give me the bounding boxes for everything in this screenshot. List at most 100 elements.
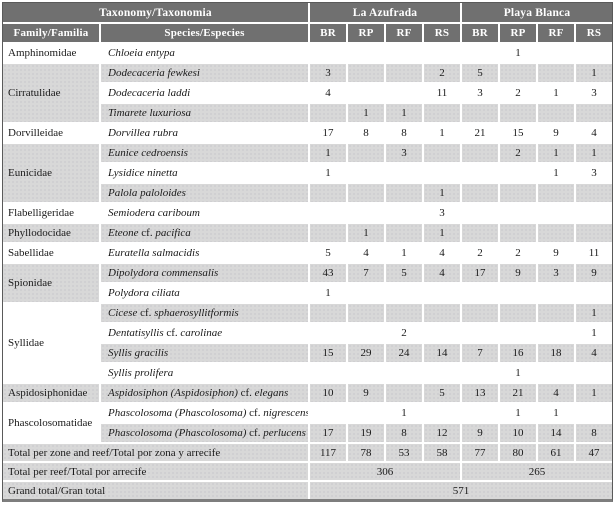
count-cell: 1	[384, 242, 423, 262]
count-cell: 8	[384, 122, 423, 142]
count-cell: 14	[422, 342, 461, 362]
count-cell	[346, 182, 385, 202]
count-cell	[536, 302, 575, 322]
species-cell: Eunice cedroensis	[99, 142, 309, 162]
species-row: Amphinomidae Chloeia entypa 1	[3, 42, 613, 62]
count-cell	[308, 302, 347, 322]
count-cell	[574, 202, 613, 222]
taxonomy-header: Taxonomy/Taxonomia	[3, 3, 309, 22]
count-cell	[460, 362, 499, 382]
count-cell: 1	[536, 142, 575, 162]
count-cell	[346, 162, 385, 182]
count-cell	[308, 102, 347, 122]
count-cell: 17	[308, 122, 347, 142]
count-cell	[422, 322, 461, 342]
count-cell: 1	[384, 102, 423, 122]
count-cell: 5	[460, 62, 499, 82]
species-row: Syllis prolifera 1	[3, 362, 613, 382]
count-cell: 10	[308, 382, 347, 402]
zone-column-header: RS	[422, 22, 461, 42]
count-cell	[460, 302, 499, 322]
count-cell	[384, 162, 423, 182]
count-cell: 9	[536, 242, 575, 262]
taxonomy-table: Taxonomy/Taxonomia La Azufrada Playa Bla…	[3, 3, 613, 499]
count-cell: 21	[498, 382, 537, 402]
count-cell: 17	[308, 422, 347, 442]
count-cell: 2	[498, 242, 537, 262]
count-cell: 1	[574, 382, 613, 402]
count-cell	[536, 202, 575, 222]
total-reef-row: Total per reef/Total por arrecife 306 265	[3, 461, 613, 480]
count-cell	[498, 182, 537, 202]
family-cell: Phascolosomatidae	[3, 402, 99, 442]
count-cell	[422, 402, 461, 422]
count-cell: 18	[536, 342, 575, 362]
count-cell: 10	[498, 422, 537, 442]
count-cell: 3	[574, 82, 613, 102]
count-cell	[308, 182, 347, 202]
count-cell: 2	[460, 242, 499, 262]
count-cell	[346, 82, 385, 102]
count-cell: 3	[574, 162, 613, 182]
site2-header: Playa Blanca	[460, 3, 613, 22]
family-cell: Syllidae	[3, 302, 99, 382]
count-cell: 1	[308, 162, 347, 182]
count-cell	[536, 182, 575, 202]
count-cell: 43	[308, 262, 347, 282]
count-cell	[498, 282, 537, 302]
species-cell: Timarete luxuriosa	[99, 102, 309, 122]
count-cell	[498, 222, 537, 242]
count-cell: 8	[346, 122, 385, 142]
count-cell	[384, 42, 423, 62]
species-row: Dorvilleidae Dorvillea rubra 17 8 8 1 21 15 9 4	[3, 122, 613, 142]
count-cell	[384, 182, 423, 202]
count-cell: 1	[346, 102, 385, 122]
species-column-header: Species/Especies	[99, 22, 309, 42]
count-cell: 1	[536, 402, 575, 422]
count-cell	[536, 42, 575, 62]
group-header-row: Taxonomy/Taxonomia La Azufrada Playa Bla…	[3, 3, 613, 22]
species-row: Dodecaceria laddi 4 11 3 2 1 3	[3, 82, 613, 102]
count-cell: 3	[536, 262, 575, 282]
zone-column-header: RF	[536, 22, 575, 42]
count-cell: 2	[498, 82, 537, 102]
total-zone-value: 53	[384, 442, 423, 461]
count-cell	[346, 362, 385, 382]
count-cell: 11	[422, 82, 461, 102]
count-cell	[346, 322, 385, 342]
count-cell	[498, 62, 537, 82]
count-cell	[422, 42, 461, 62]
total-reef-value: 306	[308, 461, 461, 480]
species-cell: Syllis gracilis	[99, 342, 309, 362]
count-cell	[384, 382, 423, 402]
count-cell: 17	[460, 262, 499, 282]
count-cell	[384, 362, 423, 382]
family-cell: Cirratulidae	[3, 62, 99, 122]
species-cell: Aspidosiphon (Aspidosiphon) cf. elegans	[99, 382, 309, 402]
species-row: Aspidosiphonidae Aspidosiphon (Aspidosiph…	[3, 382, 613, 402]
count-cell: 5	[384, 262, 423, 282]
total-zone-row: Total per zone and reef/Total por zona y…	[3, 442, 613, 461]
count-cell	[308, 202, 347, 222]
count-cell	[536, 222, 575, 242]
count-cell: 7	[346, 262, 385, 282]
count-cell	[460, 402, 499, 422]
total-zone-value: 117	[308, 442, 347, 461]
count-cell: 1	[308, 142, 347, 162]
count-cell: 16	[498, 342, 537, 362]
count-cell: 2	[422, 62, 461, 82]
count-cell	[384, 302, 423, 322]
column-header-row: Family/Familia Species/Especies BR RP RF…	[3, 22, 613, 42]
count-cell	[574, 402, 613, 422]
species-row: Syllidae Cicese cf. sphaerosyllitformis 1	[3, 302, 613, 382]
species-row: Cirratulidae Dodecaceria fewkesi 3 2 5 1	[3, 62, 613, 122]
count-cell: 4	[574, 342, 613, 362]
count-cell	[536, 102, 575, 122]
count-cell: 7	[460, 342, 499, 362]
count-cell	[384, 62, 423, 82]
count-cell	[308, 362, 347, 382]
count-cell	[460, 42, 499, 62]
count-cell	[498, 202, 537, 222]
count-cell	[460, 222, 499, 242]
species-row: Phyllodocidae Eteone cf. pacifica 1 1	[3, 222, 613, 242]
